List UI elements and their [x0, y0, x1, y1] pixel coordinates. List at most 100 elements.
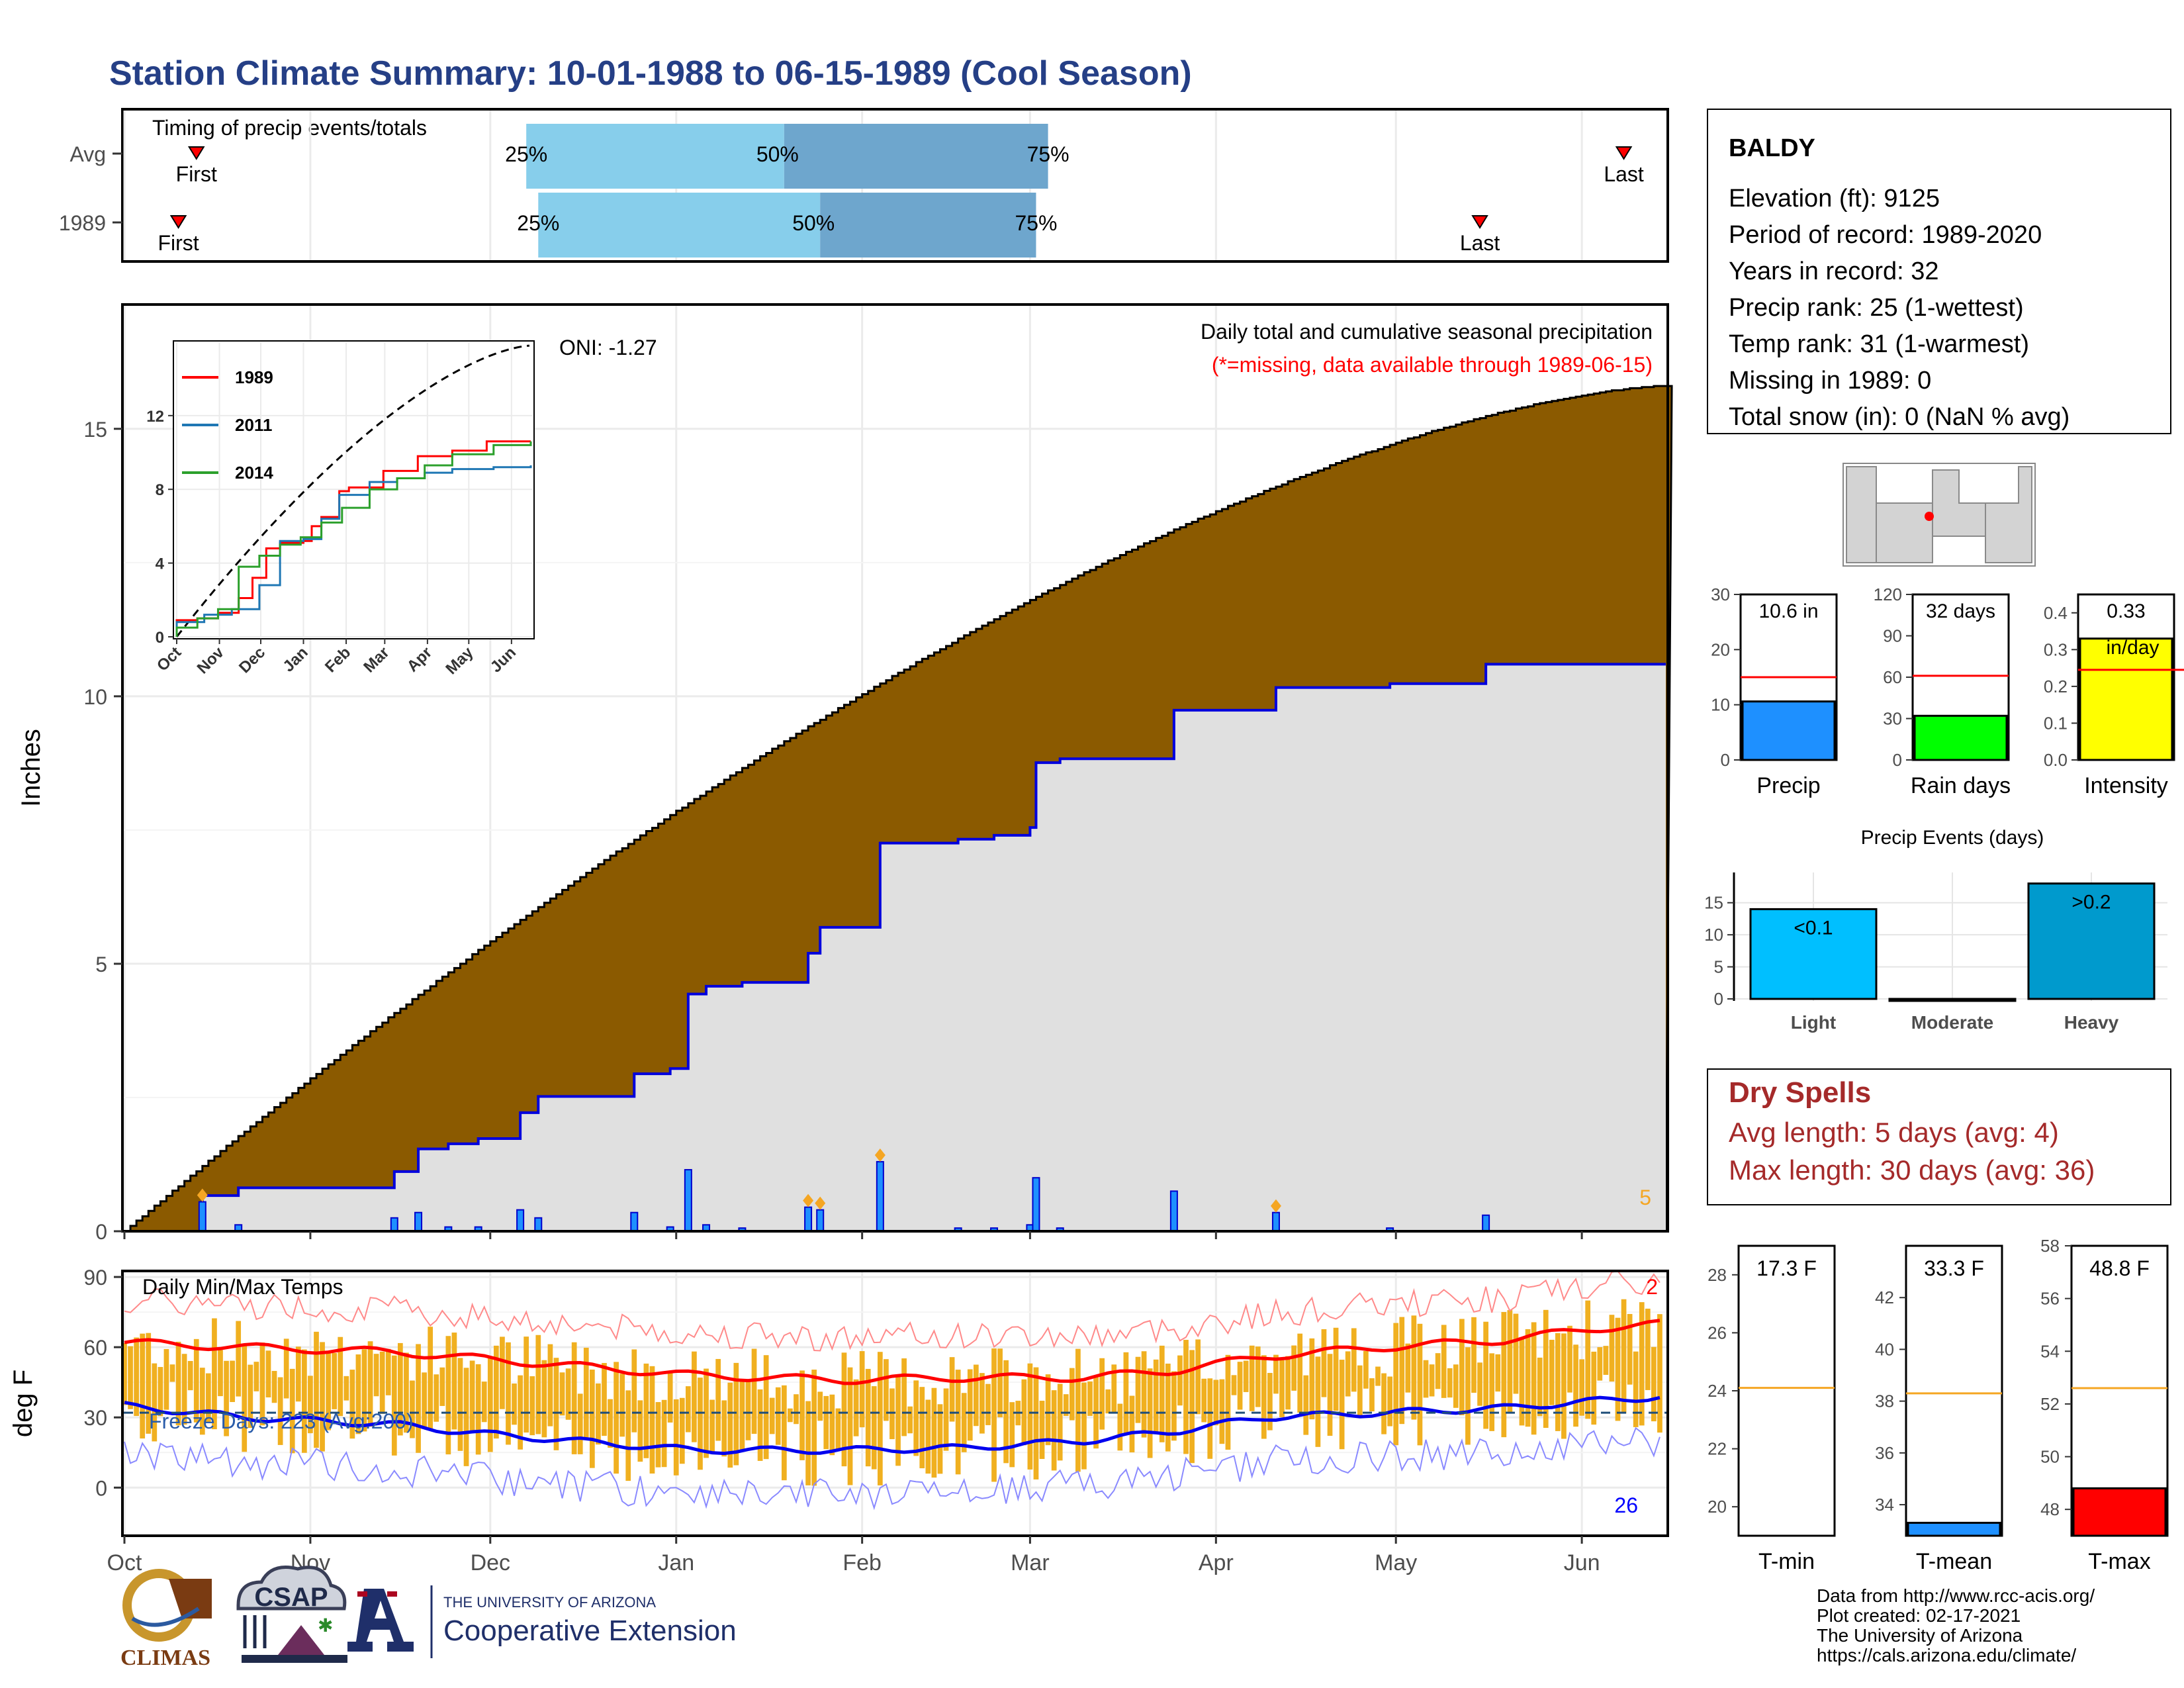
mini-bar-intensity: 0.33 in/day 0.0 0.1 0.2 0.3 0.4 Intensity	[2044, 593, 2184, 798]
daily-temp-bar	[283, 1338, 289, 1399]
daily-temp-bar	[1261, 1355, 1267, 1439]
daily-temp-bar	[1345, 1351, 1351, 1397]
daily-temp-bar	[559, 1372, 565, 1416]
inset-series-1989	[175, 440, 531, 637]
daily-temp-bar	[1639, 1302, 1645, 1426]
daily-temp-bar	[943, 1388, 949, 1451]
info-line: Temp rank: 31 (1-warmest)	[1729, 330, 2029, 358]
mini-bar-ytick: 0.1	[2044, 713, 2068, 733]
daily-temp-bar	[1057, 1383, 1063, 1461]
daily-temp-bar	[763, 1355, 769, 1460]
daily-temp-bar	[1381, 1373, 1387, 1434]
daily-temp-bar	[721, 1400, 727, 1457]
temp-bar-label: T-max	[2088, 1549, 2150, 1574]
mini-bar-ytick: 30	[1883, 709, 1902, 729]
ua-logo: THE UNIVERSITY OF ARIZONA Cooperative Ex…	[347, 1585, 737, 1658]
daily-temp-bar	[428, 1327, 433, 1430]
daily-temp-bar	[1405, 1343, 1411, 1393]
timing-iqr-high	[784, 124, 1048, 189]
temp-bar-t-max: 48.8 F 48 50 52 54 56 58 T-max	[2040, 1236, 2169, 1574]
daily-temp-bar	[1579, 1359, 1584, 1416]
daily-temp-bar	[859, 1351, 865, 1428]
daily-temp-bar	[1555, 1333, 1561, 1431]
temp-title: Daily Min/Max Temps	[142, 1275, 343, 1299]
daily-temp-bar	[661, 1399, 667, 1468]
daily-temp-bar	[841, 1352, 847, 1467]
daily-temp-bar	[631, 1349, 637, 1432]
daily-temp-bar	[895, 1375, 901, 1466]
daily-temp-bar	[451, 1333, 457, 1430]
daily-temp-bar	[1603, 1346, 1609, 1375]
daily-temp-bar	[193, 1338, 199, 1423]
daily-temp-bar	[961, 1393, 967, 1452]
record-low-line	[124, 1427, 1661, 1511]
timing-last-label: Last	[1604, 162, 1644, 186]
temp-bar-fill	[2072, 1487, 2167, 1537]
inset-ytick: 4	[156, 555, 165, 573]
daily-temp-bar	[302, 1349, 307, 1453]
mini-bar-ytick: 0	[1721, 750, 1730, 770]
daily-temp-bar	[1165, 1363, 1171, 1452]
inset-ytick: 8	[156, 481, 164, 499]
daily-temp-bar	[1585, 1300, 1591, 1419]
daily-temp-bar	[775, 1387, 781, 1445]
daily-temp-bar	[1429, 1364, 1435, 1397]
temp-ytick: 30	[83, 1406, 107, 1430]
daily-temp-bar	[704, 1368, 709, 1458]
daily-temp-bar	[1513, 1313, 1519, 1394]
month-tick-label: Oct	[107, 1550, 142, 1575]
daily-temp-bar	[1387, 1376, 1392, 1427]
month-tick-label: Jun	[1564, 1550, 1600, 1575]
timing-panel: Timing of precip events/totals 25% 50% 75%…	[59, 108, 1669, 263]
daily-temp-bar	[140, 1333, 146, 1439]
daily-temp-bar	[1357, 1365, 1363, 1417]
daily-temp-bar	[788, 1408, 793, 1423]
timing-last-marker	[1615, 146, 1633, 160]
temp-bar-ytick: 56	[2040, 1289, 2060, 1309]
daily-temp-bar	[128, 1346, 133, 1409]
daily-temp-bar	[949, 1357, 955, 1422]
daily-temp-bar	[1441, 1325, 1447, 1398]
daily-temp-bar	[547, 1344, 553, 1427]
daily-temp-bar	[1519, 1336, 1525, 1426]
daily-temp-bar	[361, 1349, 367, 1432]
inset-legend-label: 1989	[235, 367, 273, 387]
daily-temp-bar	[1627, 1313, 1633, 1385]
daily-temp-bar	[667, 1372, 673, 1423]
daily-temp-bar	[1105, 1389, 1111, 1414]
daily-precip-bar	[414, 1211, 423, 1232]
daily-temp-bar	[991, 1348, 997, 1482]
station-info-box: BALDY Elevation (ft): 9125 Period of reco…	[1707, 109, 2171, 434]
daily-temp-bar	[529, 1376, 535, 1436]
daily-temp-bar	[637, 1400, 643, 1462]
mini-bar-label: Intensity	[2084, 773, 2168, 798]
daily-temp-bar	[1159, 1345, 1165, 1442]
temp-bar-ytick: 26	[1707, 1323, 1727, 1342]
mini-bar-ytick: 0.4	[2044, 603, 2068, 623]
daily-temp-bar	[398, 1342, 403, 1436]
daily-temp-bar	[955, 1370, 961, 1475]
events-ytick: 15	[1704, 893, 1723, 913]
precip-ytick: 15	[83, 418, 107, 442]
daily-temp-bar	[289, 1368, 295, 1454]
daily-temp-bar	[1525, 1329, 1531, 1427]
daily-temp-bar	[1189, 1350, 1195, 1464]
daily-temp-bar	[487, 1357, 493, 1452]
daily-precip-bar	[516, 1209, 525, 1233]
daily-temp-bar	[265, 1350, 271, 1398]
events-bar-label: <0.1	[1794, 917, 1833, 939]
temp-bar-label: T-mean	[1916, 1549, 1992, 1574]
daily-temp-bar	[1081, 1382, 1087, 1470]
daily-temp-bar	[979, 1373, 985, 1434]
daily-temp-bar	[1501, 1312, 1507, 1438]
daily-temp-bar	[794, 1394, 799, 1425]
csap-text: CSAP	[254, 1583, 328, 1612]
mini-bar-label: Precip	[1756, 773, 1820, 798]
timing-iqr-high	[820, 193, 1036, 258]
inset-legend-label: 2014	[235, 463, 273, 483]
daily-precip-bar	[630, 1211, 639, 1232]
temp-ytick: 60	[83, 1336, 107, 1360]
inset-series-2011	[175, 465, 532, 637]
credit-line: The University of Arizona	[1817, 1625, 2023, 1646]
timing-p75: 75%	[1027, 142, 1069, 166]
